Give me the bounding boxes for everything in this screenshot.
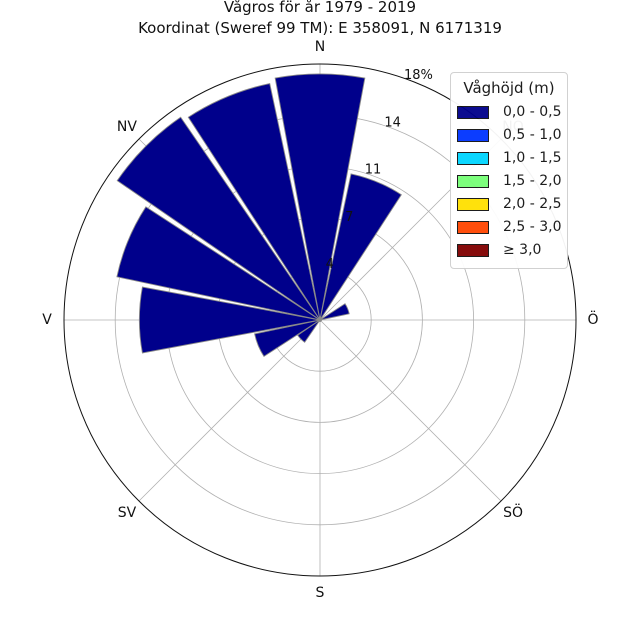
legend-item: 0,0 - 0,5: [457, 103, 561, 121]
radial-tick-label: 4: [326, 257, 334, 272]
rose-bar: [319, 173, 402, 321]
rose-bar: [319, 303, 350, 321]
legend-swatch: [457, 174, 489, 188]
rose-bar: [116, 206, 321, 321]
legend: Våghöjd (m) 0,0 - 0,5 0,5 - 1,0 1,0 - 1,…: [450, 72, 568, 269]
legend-swatch: [457, 151, 489, 165]
angular-gridline: [138, 319, 321, 502]
direction-label: S: [316, 585, 325, 601]
legend-label: 0,0 - 0,5: [503, 104, 562, 120]
legend-label: ≥ 3,0: [503, 242, 542, 258]
legend-title: Våghöjd (m): [463, 79, 555, 97]
rose-bar: [274, 73, 366, 321]
chart-subtitle: Koordinat (Sweref 99 TM): E 358091, N 61…: [138, 19, 502, 37]
legend-swatch: [457, 220, 489, 234]
angular-gridline: [319, 319, 502, 502]
legend-label: 0,5 - 1,0: [503, 127, 562, 143]
radial-tick-label: 7: [345, 210, 353, 225]
legend-item: 2,5 - 3,0: [457, 218, 561, 236]
direction-label: N: [315, 39, 325, 55]
direction-label: V: [42, 312, 52, 328]
rose-bar: [138, 286, 321, 354]
legend-swatch: [457, 197, 489, 211]
rose-bar: [187, 82, 321, 321]
direction-label: NV: [117, 119, 137, 135]
legend-swatch: [457, 128, 489, 142]
radial-tick-label: 14: [384, 115, 401, 130]
direction-label: SV: [118, 505, 137, 521]
chart-title: Vågros för år 1979 - 2019: [223, 0, 417, 16]
rose-bar: [297, 319, 321, 343]
direction-label: SÖ: [503, 503, 523, 521]
legend-label: 2,5 - 3,0: [503, 219, 562, 235]
legend-label: 2,0 - 2,5: [503, 196, 562, 212]
legend-item: ≥ 3,0: [457, 241, 541, 259]
rose-bar: [116, 116, 321, 321]
polar-frame: [63, 63, 577, 577]
rose-bar: [254, 319, 321, 358]
direction-label: Ö: [587, 310, 598, 328]
legend-item: 2,0 - 2,5: [457, 195, 561, 213]
legend-label: 1,0 - 1,5: [503, 150, 562, 166]
legend-item: 1,5 - 2,0: [457, 172, 561, 190]
radial-tick-label: 18%: [404, 68, 433, 83]
legend-item: 1,0 - 1,5: [457, 149, 561, 167]
legend-item: 0,5 - 1,0: [457, 126, 561, 144]
legend-swatch: [457, 105, 489, 119]
legend-label: 1,5 - 2,0: [503, 173, 562, 189]
radial-tick-label: 11: [365, 163, 382, 178]
legend-swatch: [457, 243, 489, 257]
